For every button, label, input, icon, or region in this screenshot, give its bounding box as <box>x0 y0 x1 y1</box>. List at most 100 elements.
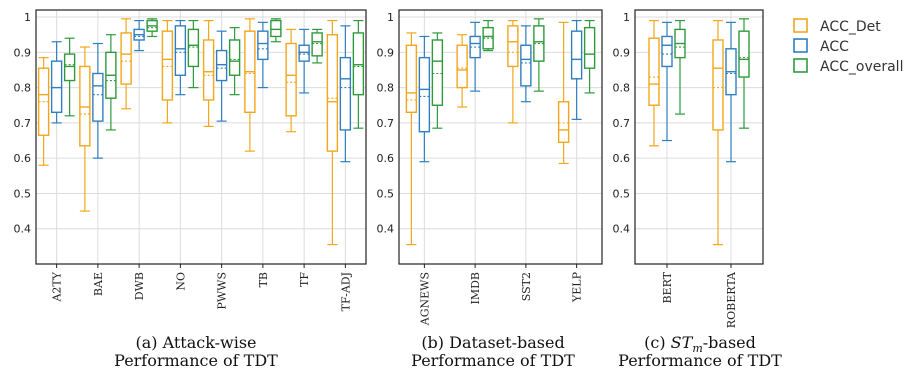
x-tick-label: BERT <box>661 271 674 303</box>
box-ACC-IMDB <box>469 21 481 92</box>
y-tick-label: 0.4 <box>14 223 32 236</box>
box-ACC_overall-A2TY <box>63 37 76 117</box>
y-tick-label: 0.7 <box>14 117 32 130</box>
box-ACC-BAE <box>92 42 104 159</box>
box-ACC_Det-TF-ADJ <box>326 19 339 246</box>
box-iqr <box>520 44 532 87</box>
plot-frame <box>634 9 764 265</box>
y-tick-label: 0.7 <box>613 117 631 130</box>
box-ACC_overall-PWWS <box>228 27 241 96</box>
box-iqr <box>311 32 323 57</box>
y-tick-label: 0.4 <box>377 223 395 236</box>
legend-label: ACC_overall <box>820 59 903 75</box>
box-iqr <box>583 26 596 69</box>
legend-label: ACC <box>820 39 849 55</box>
box-ACC_Det-TF <box>285 28 297 133</box>
box-ACC-NO <box>174 19 187 96</box>
box-ACC-TB <box>257 21 269 89</box>
box-iqr <box>557 101 570 143</box>
box-iqr <box>738 30 750 78</box>
box-iqr <box>431 39 444 106</box>
caption-line-1: (b) Dataset-based <box>421 333 564 352</box>
box-ACC_overall-AGNEWS <box>431 32 444 129</box>
y-tick-label: 0.6 <box>613 152 631 165</box>
box-iqr <box>92 72 104 122</box>
x-tick-label: DWB <box>133 272 146 300</box>
y-tick-label: 0.8 <box>377 82 395 95</box>
box-iqr <box>326 33 339 152</box>
box-ACC_Det-ROBERTA <box>712 19 724 246</box>
box-ACC_Det-BERT <box>648 19 660 147</box>
box-ACC_overall-TF-ADJ <box>352 19 365 129</box>
y-tick-label: 1 <box>24 11 31 24</box>
y-tick-label: 0.9 <box>14 46 32 59</box>
y-tick-label: 1 <box>623 11 630 24</box>
y-tick-label: 0.8 <box>613 82 631 95</box>
y-tick-label: 1 <box>387 11 394 24</box>
box-iqr <box>50 60 63 114</box>
box-ACC-A2TY <box>50 41 63 124</box>
box-iqr <box>298 44 310 62</box>
box-ACC_overall-TF <box>311 28 323 64</box>
box-ACC_Det-TB <box>244 18 256 152</box>
box-iqr <box>120 32 132 85</box>
caption-line-2: Performance of TDT <box>114 351 278 370</box>
y-tick-label: 0.4 <box>613 223 631 236</box>
y-tick-label: 0.9 <box>377 46 395 59</box>
box-ACC-TF-ADJ <box>339 25 352 163</box>
x-tick-label: A2TY <box>51 271 64 302</box>
y-tick-label: 0.6 <box>14 152 32 165</box>
x-tick-label: TF <box>298 272 311 287</box>
box-ACC_Det-NO <box>161 19 174 124</box>
legend-swatch-ACC_Det <box>793 18 808 33</box>
caption-line-2: Performance of TDT <box>618 351 782 370</box>
box-ACC_Det-YELP <box>557 21 570 165</box>
x-tick-label: TB <box>257 272 270 287</box>
box-ACC-DWB <box>133 19 145 52</box>
box-ACC_overall-YELP <box>583 19 596 94</box>
plot-frame <box>398 9 603 265</box>
box-iqr <box>570 30 583 80</box>
x-tick-label: NO <box>174 272 187 291</box>
box-ACC_overall-SST2 <box>533 18 545 92</box>
y-tick-label: 0.8 <box>14 82 32 95</box>
box-ACC-TF <box>298 28 310 94</box>
box-ACC-YELP <box>570 19 583 120</box>
y-tick-label: 0.5 <box>377 187 395 200</box>
box-iqr <box>63 53 76 82</box>
box-ACC-ROBERTA <box>725 21 737 163</box>
box-iqr <box>352 32 365 96</box>
box-iqr <box>285 42 297 117</box>
x-tick-label: PWWS <box>216 272 229 310</box>
box-iqr <box>228 39 241 76</box>
box-iqr <box>174 25 187 76</box>
box-ACC_overall-ROBERTA <box>738 18 750 129</box>
x-tick-label: YELP <box>571 271 584 303</box>
box-ACC_overall-IMDB <box>482 19 494 52</box>
box-iqr <box>507 25 519 68</box>
box-iqr <box>661 35 673 68</box>
x-tick-label: BAE <box>92 272 105 296</box>
box-ACC-SST2 <box>520 25 532 103</box>
box-iqr <box>339 56 352 131</box>
x-tick-label: AGNEWS <box>418 272 431 326</box>
box-ACC_Det-PWWS <box>202 19 215 128</box>
x-tick-label: TF-ADJ <box>339 272 352 311</box>
box-ACC_Det-BAE <box>79 46 91 212</box>
box-ACC-PWWS <box>215 30 228 122</box>
box-ACC-AGNEWS <box>418 35 431 163</box>
caption-line-1: (a) Attack-wise <box>135 333 256 352</box>
caption-line-1: (c) STm-based <box>644 333 756 355</box>
box-ACC_Det-A2TY <box>37 57 50 166</box>
y-tick-label: 0.7 <box>377 117 395 130</box>
box-ACC_overall-TB <box>270 18 282 43</box>
box-ACC-BERT <box>661 21 673 142</box>
y-tick-label: 0.9 <box>613 46 631 59</box>
box-iqr <box>418 56 431 133</box>
panel-3: 0.4 0.5 0.6 0.7 0.8 0.9 1 BERT ROBERTA (c) STm-ba… <box>613 9 782 370</box>
box-ACC_overall-DWB <box>146 18 158 38</box>
box-iqr <box>161 30 174 101</box>
x-tick-label: ROBERTA <box>725 271 738 328</box>
box-ACC_Det-DWB <box>120 18 132 110</box>
